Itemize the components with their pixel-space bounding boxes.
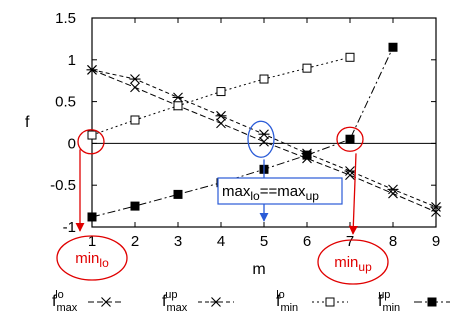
max-equal-label: maxlo==maxup [222,183,319,203]
series-point [86,64,98,75]
series-point [431,207,441,217]
series-point [345,134,355,144]
series-point [130,201,140,211]
legend-marker [325,297,335,307]
series-point [130,115,140,125]
series-point [302,63,312,73]
series-point [344,166,356,176]
highlight-circle-min-lo [77,129,105,155]
legend-label: fmaxup [162,289,188,314]
legend-marker [101,297,111,307]
series-point [172,92,184,103]
min-up-ellipse [317,239,389,285]
legend-entry-1: fmaxlo [52,289,124,314]
series-point [430,202,442,212]
y-tick-label: -0.5 [50,177,76,194]
series-point [129,74,141,84]
series-point [216,87,226,97]
legend-marker [427,297,437,307]
min-up-label: minup [334,254,372,274]
y-tick-label: 1.5 [55,10,76,27]
legend-label: fminup [378,289,400,314]
axis-ticks: 1 2 3 4 5 6 7 8 9 -1 -0.5 0 0.5 1 1.5 [50,10,440,250]
x-tick-label: 7 [346,233,354,250]
x-tick-label: 3 [174,233,182,250]
series-point [215,110,227,121]
legend: fmaxlo fmaxup fminlo fminup [52,289,450,314]
x-tick-label: 8 [389,233,397,250]
y-tick-label: 1 [68,52,76,69]
series-point [345,52,355,62]
highlight-circle-max [247,120,275,158]
x-tick-label: 2 [131,233,139,250]
series-point [258,129,270,140]
max-equal-box [217,177,343,205]
legend-entry-4: fminup [378,289,450,314]
arrow-min-up [348,153,358,235]
series-layer [86,42,442,222]
x-tick-label: 9 [432,233,440,250]
series-point [388,188,398,199]
series-point [173,101,183,111]
min-lo-ellipse [56,235,128,281]
series-3 [87,52,355,140]
series-point [173,189,183,199]
legend-marker [210,297,222,307]
series-point [87,212,97,222]
x-tick-label: 5 [260,233,268,250]
y-tick-label: 0.5 [55,94,76,111]
series-point [130,82,140,93]
y-tick-label: 0 [68,135,76,152]
x-tick-label: 4 [217,233,225,250]
series-line [91,47,394,218]
legend-entry-3: fminlo [276,289,348,314]
legend-label: fminlo [276,289,298,314]
series-point [388,42,398,52]
series-line [91,69,437,213]
legend-entry-2: fmaxup [162,289,234,314]
annotations: maxlo==maxup minlo minup [56,120,389,285]
legend-label: fmaxlo [52,289,78,314]
series-point [216,118,226,129]
series-point [87,130,97,140]
series-point [387,184,399,195]
x-axis-label: m [252,261,265,278]
x-tick-label: 6 [303,233,311,250]
x-tick-label: 1 [88,233,96,250]
min-lo-label: minlo [75,250,109,270]
y-axis-label: f [25,114,30,131]
y-tick-label: -1 [63,219,76,236]
highlight-circle-min-up [336,126,364,152]
series-point [259,136,269,147]
series-point [302,150,312,160]
series-point [259,74,269,84]
